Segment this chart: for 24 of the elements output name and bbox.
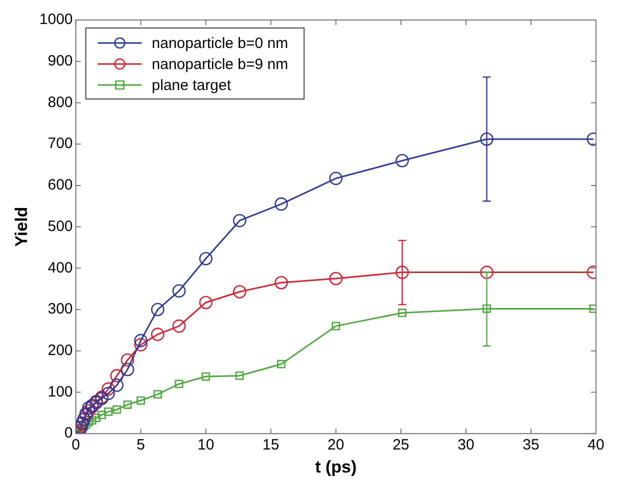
y-tick-label: 200 [48,342,73,360]
x-tick-label: 25 [392,436,410,454]
y-tick-label: 100 [48,383,73,400]
x-axis-title: t (ps) [315,457,357,476]
x-tick-label: 30 [458,436,474,454]
x-tick-label: 35 [522,436,540,454]
x-tick-label: 40 [588,436,604,454]
y-tick-label: 0 [64,424,73,442]
y-tick-label: 1000 [39,11,73,28]
y-axis-title: Yield [12,206,31,247]
x-tick-label: 20 [328,436,344,454]
y-tick-label: 700 [48,135,73,152]
y-tick-label: 600 [48,176,73,194]
y-tick-label: 400 [48,259,73,276]
legend-label: plane target [152,77,232,94]
x-tick-label: 15 [262,436,280,454]
y-tick-label: 500 [48,218,73,235]
y-tick-label: 800 [48,94,73,111]
y-tick-label: 300 [48,300,73,318]
x-tick-label: 10 [197,436,214,454]
x-tick-label: 5 [136,436,145,454]
legend-label: nanoparticle b=0 nm [152,35,288,52]
legend-label: nanoparticle b=9 nm [152,56,288,74]
y-tick-label: 900 [48,52,73,70]
